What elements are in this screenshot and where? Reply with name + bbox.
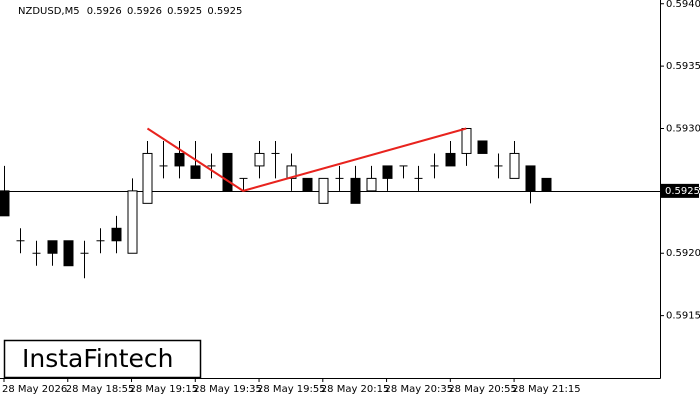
candle-body (111, 227, 122, 242)
candle-body (509, 152, 520, 179)
candle-body (174, 152, 185, 167)
x-tick-label: 28 May 19:35 (193, 384, 262, 395)
candle-body (366, 177, 377, 192)
candle-body (254, 152, 265, 167)
candle-body (445, 152, 456, 167)
candle-body (190, 165, 201, 179)
x-tick-label: 28 May 21:15 (512, 384, 581, 395)
candle-body (63, 240, 74, 267)
candle-body (525, 165, 536, 192)
x-tick-label: 28 May 2026 (2, 384, 67, 395)
last-price-box (661, 183, 699, 198)
x-tick-label: 28 May 20:55 (448, 384, 517, 395)
x-tick-label: 28 May 20:15 (321, 384, 390, 395)
candle-body (286, 165, 297, 179)
candle-body (127, 190, 138, 254)
y-tick-label: 0.5940 (666, 0, 700, 10)
symbol: NZDUSD,M5 (18, 6, 80, 17)
candle-body (142, 152, 153, 204)
candle-body (47, 240, 58, 254)
ohlc-low: 0.5925 (167, 6, 202, 17)
candle-body (302, 177, 313, 192)
candle-body (222, 152, 233, 192)
candle-body (0, 190, 10, 217)
ohlc-close: 0.5925 (207, 6, 242, 17)
x-tick-label: 28 May 19:15 (130, 384, 199, 395)
x-tick-label: 28 May 19:55 (257, 384, 326, 395)
pattern-line (146, 127, 467, 192)
ohlc-high: 0.5926 (127, 6, 162, 17)
candle-body (318, 177, 329, 204)
y-tick-label: 0.5935 (666, 61, 700, 72)
candle-body (541, 177, 552, 192)
logo-box (3, 339, 202, 379)
logo: InstaFintech (22, 344, 174, 373)
ohlc-open: 0.5926 (87, 6, 122, 17)
y-tick-label: 0.5920 (666, 248, 700, 259)
last-price: 0.5925 (665, 186, 700, 197)
x-tick-label: 28 May 18:55 (66, 384, 135, 395)
x-tick-label: 28 May 20:35 (385, 384, 454, 395)
candle-body (477, 140, 488, 154)
candle-body (382, 165, 393, 179)
y-tick-label: 0.5930 (666, 123, 700, 134)
header: NZDUSD,M5 0.5926 0.5926 0.5925 0.5925 (18, 6, 242, 17)
candle-body (461, 127, 472, 154)
candle-body (350, 177, 361, 204)
y-tick-label: 0.5915 (666, 311, 700, 322)
